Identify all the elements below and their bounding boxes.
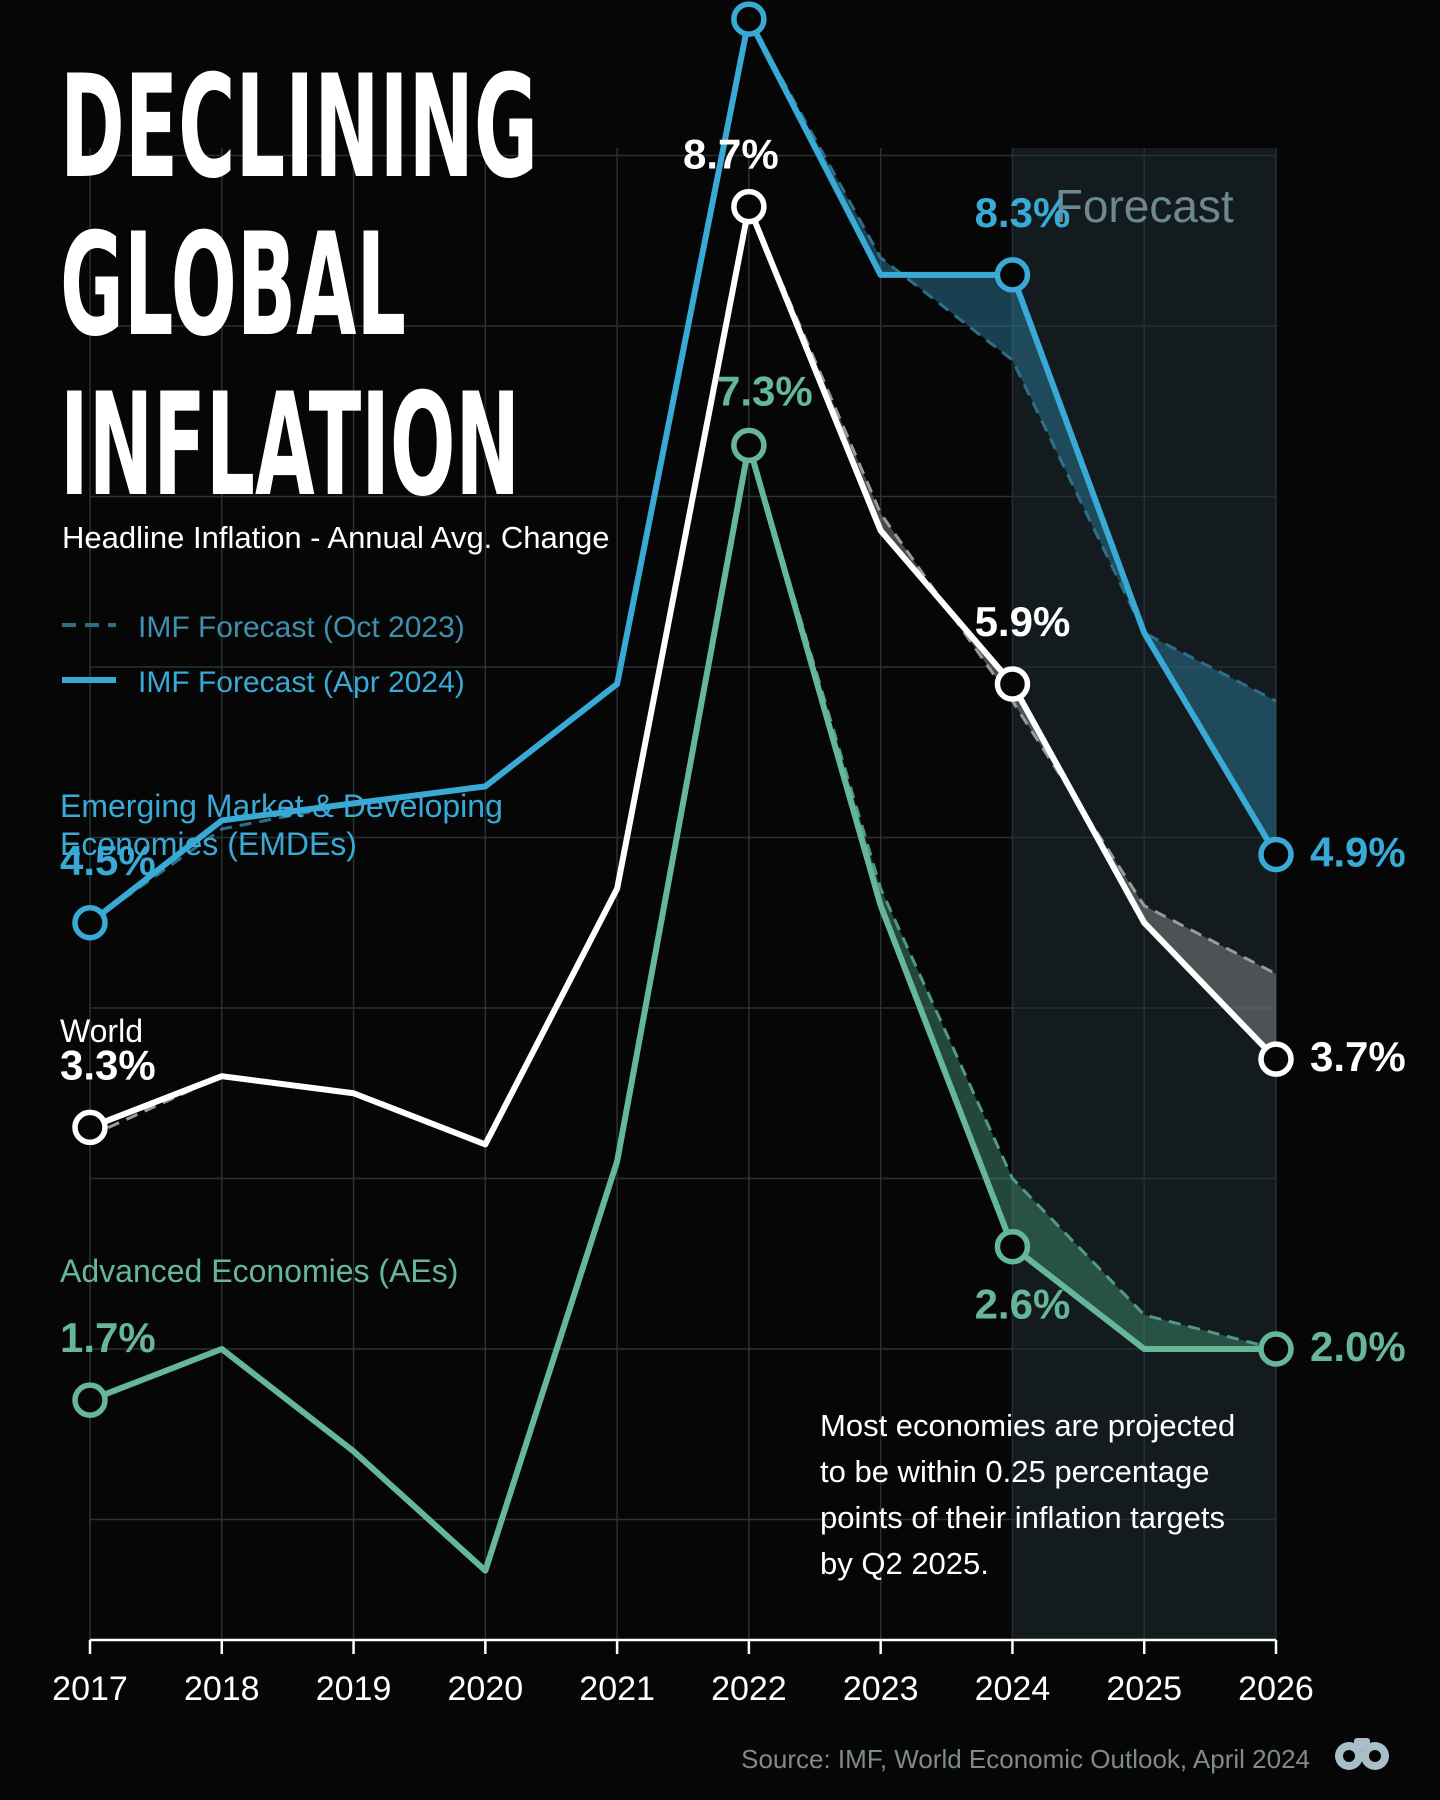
world-marker xyxy=(994,666,1031,702)
legend-dashed-label: IMF Forecast (Oct 2023) xyxy=(138,611,465,644)
x-tick-label: 2020 xyxy=(448,1670,524,1708)
source-text: Source: IMF, World Economic Outlook, Apr… xyxy=(741,1744,1310,1774)
x-tick-label: 2025 xyxy=(1106,1670,1182,1708)
world-value-label: 5.9% xyxy=(975,598,1071,645)
x-tick-label: 2021 xyxy=(579,1670,655,1708)
world-marker xyxy=(1258,1041,1294,1077)
emde-value-label: 4.5% xyxy=(60,837,156,884)
emde-marker xyxy=(731,1,767,37)
annotation-line-4: by Q2 2025. xyxy=(820,1546,989,1581)
ae-line-apr2024 xyxy=(88,442,1276,1574)
world-name: World xyxy=(60,1013,143,1049)
forecast-label: Forecast xyxy=(1055,180,1234,232)
annotation-line-1: Most economies are projected xyxy=(820,1408,1235,1443)
emde-name-line-2: Economies (EMDEs) xyxy=(60,826,357,862)
emde-marker xyxy=(72,905,108,941)
ae-name: Advanced Economies (AEs) xyxy=(60,1253,458,1289)
emde-marker xyxy=(1258,836,1294,873)
emde-value-label: 4.9% xyxy=(1310,829,1406,876)
title-line-2: GLOBAL xyxy=(60,203,406,368)
world-marker xyxy=(731,188,767,225)
series-names: Emerging Market & Developing Economies (… xyxy=(60,788,503,1289)
annotation-line-2: to be within 0.25 percentage xyxy=(820,1454,1210,1489)
ae-value-label: 7.3% xyxy=(717,367,813,414)
emde-line-oct2023 xyxy=(89,14,1277,924)
x-axis: 2017 2018 2019 2020 2021 2022 2023 2024 2025 2026 xyxy=(52,1638,1314,1708)
forecast-band: Forecast xyxy=(1012,148,1276,1640)
ae-value-label: 1.7% xyxy=(60,1314,156,1361)
world-revision-area xyxy=(748,206,1276,1060)
emde-marker xyxy=(994,257,1031,293)
ae-value-label: 2.6% xyxy=(975,1281,1071,1328)
title-block: DECLINING GLOBAL INFLATION Headline Infl… xyxy=(60,45,610,555)
ae-marker xyxy=(1258,1331,1294,1367)
ae-value-label: 2.0% xyxy=(1310,1323,1406,1370)
x-tick-label: 2018 xyxy=(184,1670,260,1708)
ae-marker xyxy=(72,1382,108,1418)
annotation: Most economies are projected to be withi… xyxy=(820,1408,1235,1581)
world-value-label: 8.7% xyxy=(683,131,779,178)
subtitle: Headline Inflation - Annual Avg. Change xyxy=(62,520,610,555)
world-value-label: 3.7% xyxy=(1310,1033,1406,1080)
world-value-label: 3.3% xyxy=(60,1041,156,1088)
world-line-apr2024 xyxy=(88,203,1279,1148)
world-marker xyxy=(72,1109,108,1146)
ae-marker xyxy=(994,1228,1031,1265)
x-tick-label: 2024 xyxy=(975,1670,1051,1708)
annotation-line-3: points of their inflation targets xyxy=(820,1500,1225,1535)
ae-marker xyxy=(731,427,767,464)
x-tick-label: 2022 xyxy=(711,1670,787,1708)
emde-name-line-1: Emerging Market & Developing xyxy=(60,788,503,824)
value-labels: 4.5%9.8%8.3%4.9%3.3%8.7%5.9%3.7%1.7%7.3%… xyxy=(60,131,1406,1370)
emde-line-apr2024 xyxy=(88,16,1279,926)
x-tick-label: 2026 xyxy=(1238,1670,1314,1708)
title-line-1: DECLINING xyxy=(60,45,538,210)
x-tick-label: 2017 xyxy=(52,1670,128,1708)
emde-value-label: 8.3% xyxy=(975,189,1071,236)
binoculars-icon xyxy=(1335,1738,1389,1770)
x-tick-label: 2023 xyxy=(843,1670,919,1708)
legend-solid-label: IMF Forecast (Apr 2024) xyxy=(138,666,465,699)
legend: IMF Forecast (Oct 2023) IMF Forecast (Ap… xyxy=(62,611,465,699)
series-layer xyxy=(72,1,1294,1574)
x-tick-label: 2019 xyxy=(316,1670,392,1708)
title-line-3: INFLATION xyxy=(60,363,520,528)
